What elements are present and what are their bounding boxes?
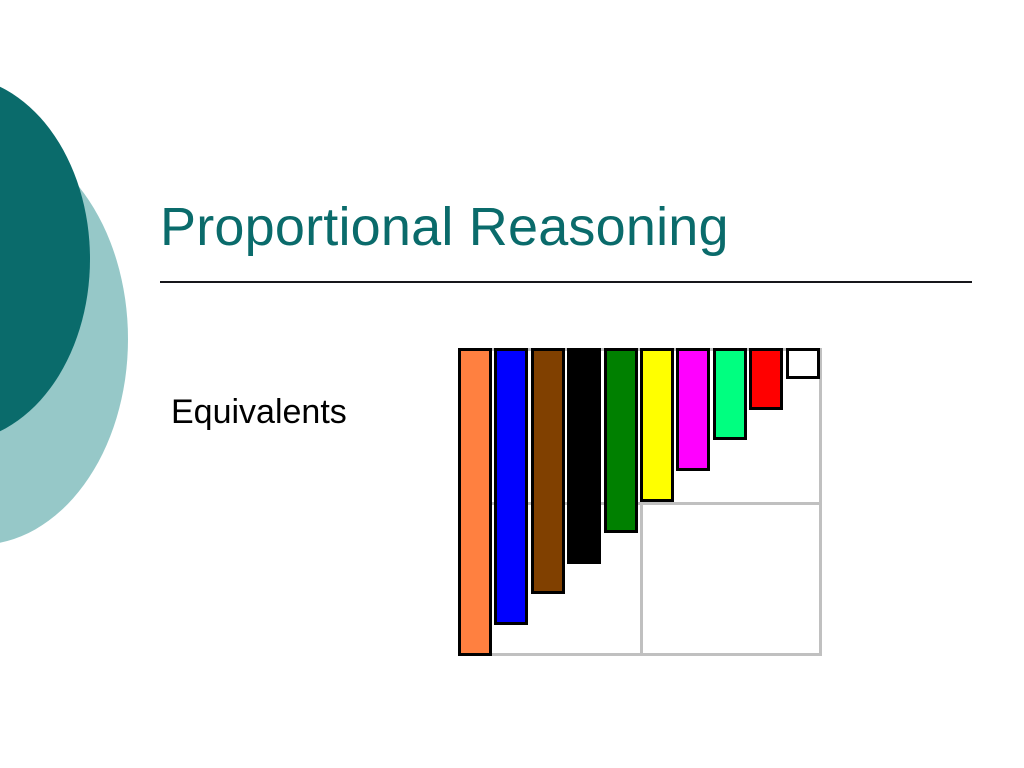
decorative-circle-light: [0, 133, 128, 545]
chart-bar-spring-green: [713, 348, 747, 440]
chart-bar-red: [749, 348, 783, 410]
chart-bars-group: [458, 348, 822, 656]
chart-bar-brown: [531, 348, 565, 594]
bar-chart: [458, 348, 822, 656]
chart-bar-white: [786, 348, 820, 379]
chart-bar-magenta: [676, 348, 710, 471]
body-text-equivalents: Equivalents: [171, 393, 347, 431]
decorative-circles: [0, 0, 220, 620]
chart-bar-orange: [458, 348, 492, 656]
chart-gridline-vertical: [640, 348, 643, 656]
chart-bar-blue: [494, 348, 528, 625]
chart-gridline-vertical: [819, 348, 822, 656]
chart-bar-green: [604, 348, 638, 533]
title-divider: [160, 281, 972, 283]
chart-bar-yellow: [640, 348, 674, 502]
page-title: Proportional Reasoning: [160, 197, 729, 257]
decorative-circle-dark: [0, 76, 90, 442]
chart-bar-black: [567, 348, 601, 564]
